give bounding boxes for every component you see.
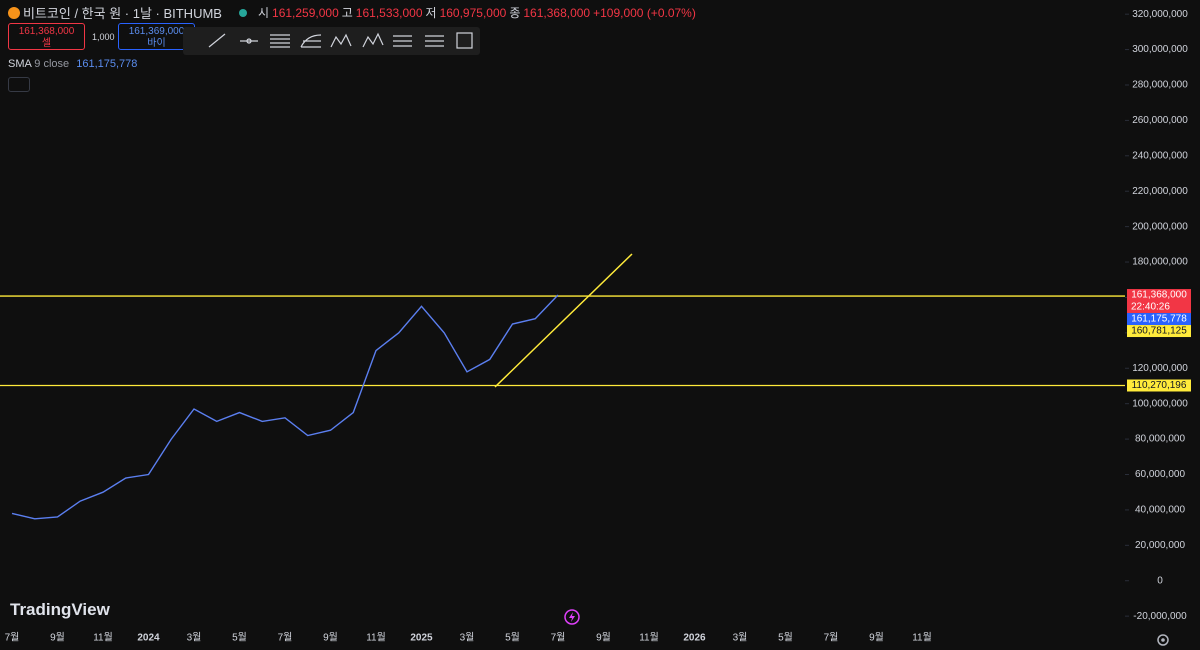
x-tick-label: 11월 (93, 632, 113, 644)
indicator-params: 9 close (34, 58, 70, 70)
close: 161,368,000 (523, 5, 591, 20)
close-label: 종 (509, 6, 521, 20)
low: 160,975,000 (439, 5, 507, 20)
y-tick-label: 0 (1157, 575, 1163, 586)
y-tick-label: 300,000,000 (1132, 44, 1188, 55)
price-tag: 160,781,125 (1127, 325, 1191, 338)
quantity[interactable]: 1,000 (92, 32, 115, 42)
indicator-legend[interactable]: SMA 9 close 161,175,778 (8, 58, 137, 70)
toolbar-icons (208, 32, 473, 49)
x-tick-label: 9월 (596, 632, 611, 644)
tool-fib[interactable] (270, 34, 290, 48)
y-tick-label: 100,000,000 (1132, 398, 1188, 409)
tool-pattern[interactable] (330, 33, 352, 48)
x-tick-label: 11월 (639, 632, 659, 644)
x-tick-label: 3월 (187, 632, 202, 644)
tool-trendline[interactable] (208, 33, 226, 48)
x-tick-label: 3월 (733, 632, 748, 644)
y-tick-label: -20,000,000 (1133, 611, 1187, 622)
y-tick-label: 280,000,000 (1132, 80, 1188, 91)
price-tag-label: 110,270,196 (1132, 380, 1187, 391)
price-tag: 110,270,196 (1127, 379, 1191, 392)
x-tick-label: 9월 (869, 632, 884, 644)
x-tick-label: 5월 (778, 632, 793, 644)
y-tick-label: 220,000,000 (1132, 186, 1188, 197)
tool-hline[interactable] (240, 38, 258, 44)
x-tick-label: 11월 (366, 632, 386, 644)
drawing-toolbar (183, 27, 480, 55)
open-label: 시 (257, 6, 270, 20)
trend-line (494, 253, 633, 388)
price-tag: 161,175,778 (1127, 313, 1191, 326)
price-tag-box (1127, 379, 1191, 392)
coin-icon (8, 6, 20, 19)
high-label: 고 (341, 6, 353, 20)
x-tick-label: 5월 (505, 632, 520, 644)
tool-elliott[interactable] (362, 32, 384, 48)
x-tick-label: 7월 (824, 632, 839, 644)
bolt-icon[interactable] (564, 609, 580, 625)
x-tick-label: 9월 (50, 632, 65, 644)
tool-rectangle[interactable] (456, 32, 473, 49)
low-label: 저 (425, 6, 437, 20)
x-tick-label: 7월 (551, 632, 566, 644)
tool-range[interactable] (393, 35, 412, 47)
buy-price: 161,369,000 (128, 26, 185, 37)
sell-price: 161,368,000 (18, 26, 75, 37)
y-tick-label: 320,000,000 (1132, 9, 1188, 20)
open: 161,259,000 (272, 5, 339, 20)
logo: TradingView (10, 600, 110, 619)
sell-label: 셀 (41, 38, 52, 49)
settings-icon[interactable] (1157, 634, 1169, 646)
status-dot (238, 8, 247, 17)
x-tick-label: 2026 (683, 633, 706, 644)
y-tick-label: 80,000,000 (1135, 434, 1185, 445)
x-tick-label: 5월 (232, 632, 247, 644)
y-tick-label: 200,000,000 (1132, 221, 1188, 232)
y-tick-label: 40,000,000 (1135, 505, 1185, 516)
y-tick-label: 260,000,000 (1132, 115, 1188, 126)
price-tag-label: 161,368,000 (1131, 290, 1187, 301)
collapse-button[interactable] (8, 77, 30, 92)
x-tick-label: 9월 (323, 632, 338, 644)
price-tag-label: 161,175,778 (1131, 314, 1187, 325)
x-tick-label: 3월 (460, 632, 475, 644)
price-tag-time: 22:40:26 (1131, 302, 1170, 313)
y-tick-label: 120,000,000 (1132, 363, 1188, 374)
x-tick-label: 7월 (5, 632, 20, 644)
y-tick-label: 240,000,000 (1132, 150, 1188, 161)
symbol: 비트코인 / 한국 원 · 1날 · BITHUMB (23, 6, 222, 21)
buy-label: 바이 (147, 38, 166, 49)
price-tag-label: 160,781,125 (1131, 326, 1187, 337)
y-tick-label: 180,000,000 (1132, 257, 1188, 268)
indicator-value: 161,175,778 (76, 58, 138, 70)
header: 비트코인 / 한국 원 · 1날 · BITHUMB 시 161,259,000 … (8, 3, 696, 22)
y-tick-label: 60,000,000 (1135, 469, 1185, 480)
price-tag-box (1127, 313, 1191, 326)
change: +109,000 (+0.07%) (593, 5, 696, 20)
sell-button[interactable]: 161,368,000 셀 (8, 23, 85, 50)
tool-channel[interactable] (300, 34, 322, 48)
x-tick-label: 2024 (137, 633, 160, 644)
price-line (11, 294, 559, 520)
x-tick-label: 7월 (278, 632, 293, 644)
price-tag-box (1127, 325, 1191, 338)
high: 161,533,000 (355, 5, 423, 20)
indicator-name: SMA (8, 58, 32, 70)
tool-forecast[interactable] (425, 35, 444, 47)
x-tick-label: 11월 (912, 632, 932, 644)
price-tag-box (1127, 289, 1191, 314)
y-tick-label: 20,000,000 (1135, 540, 1185, 551)
x-tick-label: 2025 (410, 633, 433, 644)
